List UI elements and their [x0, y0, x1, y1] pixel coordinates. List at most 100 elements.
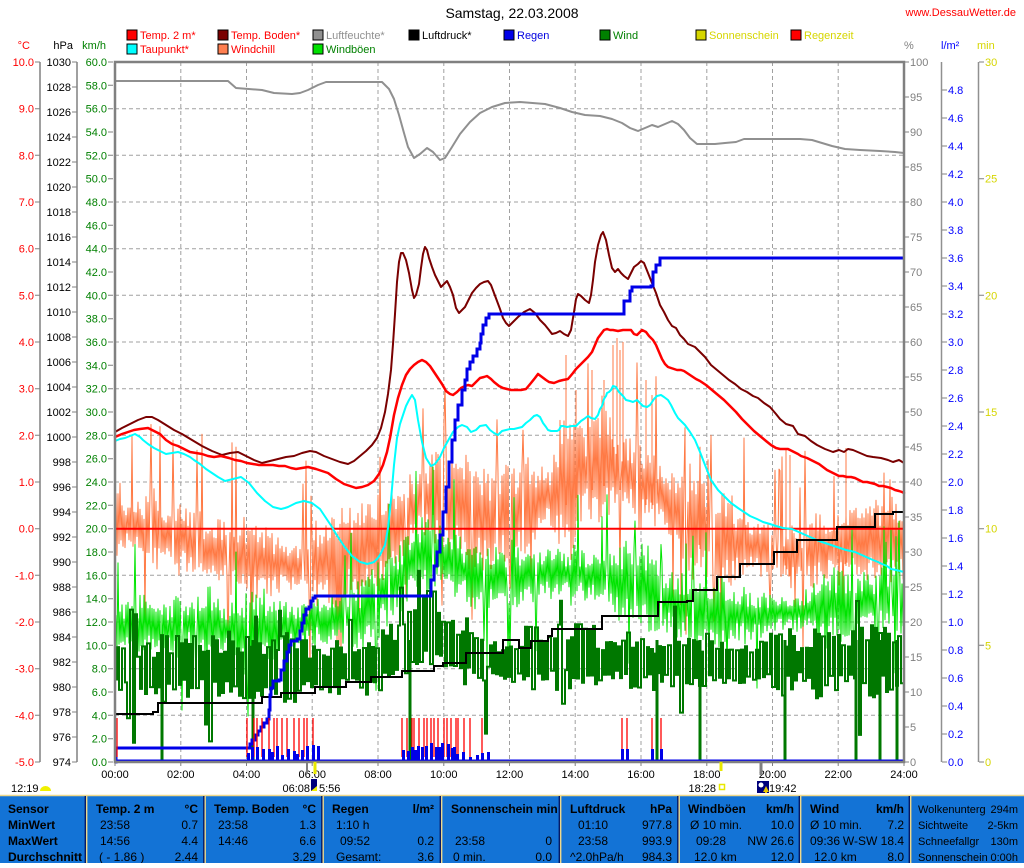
svg-text:Windböen: Windböen: [688, 802, 746, 816]
svg-text:Taupunkt*: Taupunkt*: [140, 44, 190, 56]
svg-text:Ø 10 min.: Ø 10 min.: [810, 818, 862, 832]
svg-text:993.9: 993.9: [642, 834, 672, 848]
svg-text:60.0: 60.0: [86, 57, 107, 69]
svg-text:6.0: 6.0: [19, 244, 34, 256]
svg-text:2.2: 2.2: [948, 449, 963, 461]
svg-text:4.4: 4.4: [948, 141, 963, 153]
svg-text:14:46: 14:46: [218, 834, 248, 848]
svg-text:70: 70: [910, 267, 922, 279]
svg-text:1030: 1030: [47, 57, 71, 69]
svg-text:4.0: 4.0: [92, 710, 107, 722]
svg-text:12.0: 12.0: [86, 617, 107, 629]
svg-text:16.0: 16.0: [86, 570, 107, 582]
svg-text:3.0: 3.0: [948, 337, 963, 349]
svg-text:MinWert: MinWert: [8, 818, 55, 832]
svg-text:50: 50: [910, 407, 922, 419]
svg-text:min: min: [977, 40, 995, 52]
svg-text:0.0: 0.0: [535, 850, 552, 863]
svg-text:06:00: 06:00: [298, 769, 326, 781]
svg-text:Windchill: Windchill: [231, 44, 275, 56]
svg-text:23:58: 23:58: [578, 834, 608, 848]
svg-text:Sonnenschein: Sonnenschein: [709, 30, 779, 42]
svg-text:24.0: 24.0: [86, 477, 107, 489]
svg-text:90: 90: [910, 127, 922, 139]
svg-text:75: 75: [910, 232, 922, 244]
svg-text:2.0: 2.0: [92, 734, 107, 746]
svg-text:1.6: 1.6: [948, 533, 963, 545]
svg-text:294m: 294m: [990, 804, 1018, 816]
svg-text:Sichtweite: Sichtweite: [918, 820, 968, 832]
svg-text:984: 984: [53, 632, 71, 644]
svg-text:4.8: 4.8: [948, 85, 963, 97]
svg-text:4.2: 4.2: [948, 169, 963, 181]
svg-text:°C: °C: [185, 802, 199, 816]
svg-text:°C: °C: [18, 40, 30, 52]
svg-text:10:00: 10:00: [430, 769, 458, 781]
svg-text:22:00: 22:00: [824, 769, 852, 781]
svg-text:38.0: 38.0: [86, 314, 107, 326]
svg-text:100: 100: [910, 57, 928, 69]
svg-text:km/h: km/h: [766, 802, 794, 816]
svg-text:40: 40: [910, 477, 922, 489]
svg-text:15: 15: [985, 407, 997, 419]
svg-text:0.7: 0.7: [181, 818, 198, 832]
svg-text:Regen: Regen: [517, 30, 549, 42]
svg-text:7.0: 7.0: [19, 197, 34, 209]
svg-text:1008: 1008: [47, 332, 71, 344]
svg-text:1018: 1018: [47, 207, 71, 219]
svg-text:3.4: 3.4: [948, 281, 963, 293]
svg-text:1.3: 1.3: [299, 818, 316, 832]
svg-text:Samstag, 22.03.2008: Samstag, 22.03.2008: [445, 5, 578, 21]
svg-text:130m: 130m: [990, 836, 1018, 848]
svg-text:8.0: 8.0: [19, 150, 34, 162]
svg-text:1016: 1016: [47, 232, 71, 244]
svg-text:Sonnenschein: Sonnenschein: [918, 852, 988, 863]
svg-text:1000: 1000: [47, 432, 71, 444]
svg-text:0.0: 0.0: [92, 757, 107, 769]
svg-text:NW 26.6: NW 26.6: [747, 834, 794, 848]
svg-text:0.0: 0.0: [948, 757, 963, 769]
svg-text:10.0: 10.0: [771, 818, 795, 832]
svg-text:23:58: 23:58: [218, 818, 248, 832]
svg-text:988: 988: [53, 582, 71, 594]
svg-text:25: 25: [985, 174, 997, 186]
svg-text:Temp. Boden*: Temp. Boden*: [231, 30, 301, 42]
svg-text:20: 20: [985, 290, 997, 302]
svg-text:02:00: 02:00: [167, 769, 195, 781]
svg-text:14.0: 14.0: [86, 594, 107, 606]
svg-text:0.4: 0.4: [948, 701, 963, 713]
svg-text:992: 992: [53, 532, 71, 544]
svg-text:Sensor: Sensor: [8, 802, 49, 816]
svg-text:54.0: 54.0: [86, 127, 107, 139]
svg-text:3.6: 3.6: [948, 253, 963, 265]
svg-text:-3.0: -3.0: [15, 664, 34, 676]
svg-text:1026: 1026: [47, 107, 71, 119]
svg-text:30: 30: [910, 547, 922, 559]
svg-text:95: 95: [910, 92, 922, 104]
svg-text:58.0: 58.0: [86, 80, 107, 92]
svg-text:32.0: 32.0: [86, 384, 107, 396]
svg-text:7.2: 7.2: [887, 818, 904, 832]
svg-text:10: 10: [985, 524, 997, 536]
svg-text:Luftdruck*: Luftdruck*: [422, 30, 472, 42]
svg-text:18.0: 18.0: [86, 547, 107, 559]
svg-text:12.0 km: 12.0 km: [694, 850, 737, 863]
svg-text:4.4: 4.4: [181, 834, 198, 848]
svg-text:l/m²: l/m²: [413, 802, 434, 816]
svg-text:0.2: 0.2: [417, 834, 434, 848]
svg-text:0: 0: [985, 757, 991, 769]
svg-text:1022: 1022: [47, 157, 71, 169]
svg-text:996: 996: [53, 482, 71, 494]
svg-text:974: 974: [53, 757, 71, 769]
svg-text:2.0: 2.0: [948, 477, 963, 489]
svg-text:80: 80: [910, 197, 922, 209]
svg-text:26.0: 26.0: [86, 454, 107, 466]
svg-text:09:36: 09:36: [810, 834, 840, 848]
svg-text:09:52: 09:52: [340, 834, 370, 848]
svg-text:4.0: 4.0: [948, 197, 963, 209]
svg-text:Wind: Wind: [613, 30, 638, 42]
svg-text:6.6: 6.6: [299, 834, 316, 848]
svg-text:34.0: 34.0: [86, 360, 107, 372]
svg-text:12:00: 12:00: [496, 769, 524, 781]
svg-text:°C: °C: [303, 802, 317, 816]
